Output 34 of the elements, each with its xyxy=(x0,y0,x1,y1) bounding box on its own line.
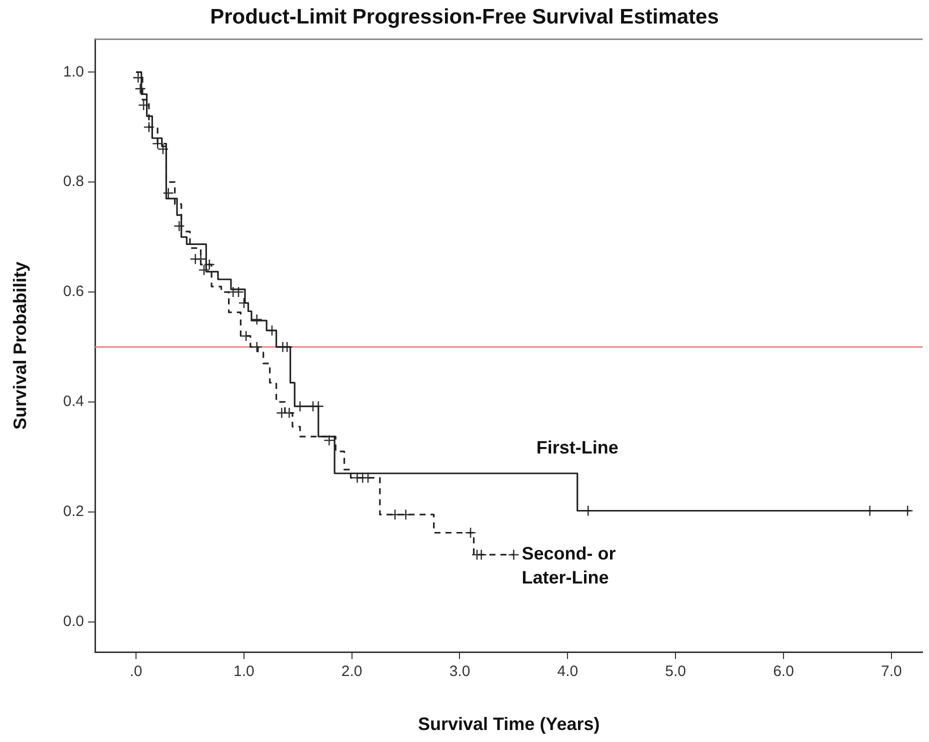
y-tick-label: 0.4 xyxy=(63,393,84,410)
point xyxy=(134,83,146,94)
point xyxy=(198,264,210,276)
point xyxy=(508,549,520,560)
point xyxy=(251,341,263,353)
y-axis-title: Survival Probability xyxy=(10,262,30,430)
x-tick-label: 1.0 xyxy=(233,663,254,680)
point xyxy=(204,258,216,270)
series-label: Second- or Later-Line xyxy=(522,544,616,588)
point xyxy=(138,100,150,111)
series-label: First-Line xyxy=(536,437,618,458)
point xyxy=(232,286,244,298)
x-tick-label: 2.0 xyxy=(341,663,362,680)
point xyxy=(251,314,263,326)
y-tick-label: 0.2 xyxy=(63,502,84,520)
chart-title: Product-Limit Progression-Free Survival Estimates xyxy=(210,5,719,28)
point xyxy=(284,407,295,419)
point xyxy=(162,187,174,199)
x-tick-label: 6.0 xyxy=(773,663,794,680)
point xyxy=(174,220,185,232)
y-tick-label: 0.0 xyxy=(63,612,84,630)
x-tick-label: 4.0 xyxy=(557,663,578,680)
x-tick-label: 3.0 xyxy=(449,663,470,680)
y-tick-label: 1.0 xyxy=(63,63,84,80)
point xyxy=(464,527,476,538)
point xyxy=(143,121,155,133)
y-tick-label: 0.6 xyxy=(63,283,84,300)
point xyxy=(324,434,335,446)
x-axis-title: Survival Time (Years) xyxy=(418,714,600,734)
x-tick-label: 7.0 xyxy=(880,663,902,680)
x-tick-label: 5.0 xyxy=(665,663,686,680)
y-tick-label: 0.8 xyxy=(63,173,84,190)
x-tick-label: .0 xyxy=(130,663,142,680)
point xyxy=(476,549,487,560)
